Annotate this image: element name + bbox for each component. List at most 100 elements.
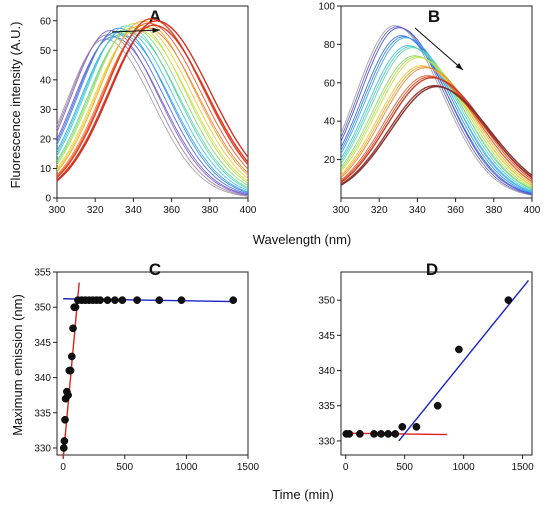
data-point <box>455 345 463 354</box>
spectrum-line <box>56 34 249 197</box>
x-tick-label: 300 <box>49 205 66 216</box>
data-point <box>412 422 421 431</box>
y-axis-label-fluorescence: Fluorescence intensity (A.U.) <box>8 22 23 189</box>
panel-letter: C <box>149 260 161 279</box>
y-tick-label: 60 <box>324 78 336 89</box>
y-tick-label: 20 <box>324 155 336 166</box>
spectrum-line <box>56 36 249 196</box>
panel-b: 300 320 340 360 380 400 20 40 60 80 100 B <box>318 2 540 217</box>
data-point <box>177 296 186 305</box>
y-tick-label: 340 <box>34 373 51 384</box>
y-tick-label: 350 <box>318 296 335 307</box>
panel-d: 0 500 1000 1500 330 335 340 345 350 D <box>318 260 534 473</box>
data-point <box>71 303 80 312</box>
spectrum-line <box>340 85 533 186</box>
y-tick-label: 40 <box>324 117 336 128</box>
spectrum-line <box>56 25 249 190</box>
spectrum-line <box>340 47 533 190</box>
spectrum-line <box>56 20 249 182</box>
data-point <box>133 296 141 305</box>
x-tick-label: 1500 <box>511 462 534 473</box>
trend-arrow-head <box>455 62 463 70</box>
data-point <box>504 296 513 305</box>
x-tick-label: 1000 <box>175 462 198 473</box>
data-point <box>66 366 75 375</box>
plot-frame <box>340 5 533 199</box>
x-tick-label: 320 <box>371 205 388 216</box>
spectrum-line <box>56 31 249 188</box>
spectrum-line <box>56 20 249 176</box>
y-tick-label: 355 <box>34 268 51 279</box>
spectrum-line <box>340 56 533 188</box>
spectrum-line <box>340 65 533 186</box>
spectrum-line <box>340 26 533 196</box>
data-point <box>391 430 400 438</box>
data-point <box>370 430 378 438</box>
trend-arrow <box>111 29 161 33</box>
spectrum-line <box>56 29 249 182</box>
y-tick-label: 40 <box>40 75 52 86</box>
spectrum-line <box>56 29 249 196</box>
x-tick-label: 1000 <box>452 462 475 473</box>
spectrum-line <box>56 18 249 179</box>
x-tick-label: 400 <box>240 205 257 216</box>
fit-line <box>398 280 530 442</box>
y-tick-label: 335 <box>34 408 51 419</box>
data-point <box>64 391 72 400</box>
data-point <box>103 296 112 305</box>
trend-arrow-head <box>152 27 160 34</box>
data-point <box>59 444 68 452</box>
spectrum-line <box>56 33 249 193</box>
data-point <box>433 401 442 410</box>
y-tick-label: 345 <box>318 331 335 342</box>
plot-frame <box>340 271 533 456</box>
panel-letter: B <box>428 7 440 26</box>
spectrum-line <box>340 85 533 185</box>
y-tick-label: 345 <box>34 338 51 349</box>
x-tick-label: 500 <box>116 462 133 473</box>
x-tick-label: 0 <box>60 462 66 473</box>
x-axis-label-wavelength: Wavelength (nm) <box>253 232 352 247</box>
spectrum-line <box>56 22 249 177</box>
spectrum-line <box>56 24 249 181</box>
data-point <box>356 430 364 438</box>
y-tick-label: 340 <box>318 366 335 377</box>
spectrum-line <box>340 76 533 183</box>
x-tick-label: 340 <box>409 205 426 216</box>
y-tick-label: 335 <box>318 401 335 412</box>
data-point <box>60 437 69 445</box>
spectrum-line <box>340 35 533 195</box>
x-tick-label: 380 <box>485 205 502 216</box>
plot-frame <box>56 5 249 199</box>
x-axis-label-time: Time (min) <box>272 487 334 502</box>
data-point <box>155 296 164 305</box>
y-tick-label: 50 <box>40 46 52 57</box>
data-point <box>67 352 76 361</box>
data-point <box>398 422 407 431</box>
y-tick-label: 10 <box>40 164 52 175</box>
panel-c: 0 500 1000 1500 330 335 340 345 350 355 C <box>34 260 259 473</box>
data-point <box>345 430 354 438</box>
spectrum-line <box>340 57 533 187</box>
data-point <box>96 296 104 305</box>
y-tick-label: 330 <box>318 436 335 447</box>
y-tick-label: 100 <box>318 2 335 13</box>
data-point <box>69 324 77 333</box>
data-point <box>377 430 385 438</box>
data-point <box>229 296 238 305</box>
x-tick-label: 500 <box>396 462 413 473</box>
y-tick-label: 330 <box>34 443 51 454</box>
spectrum-line <box>56 32 249 195</box>
x-tick-label: 0 <box>343 462 349 473</box>
x-tick-label: 340 <box>125 205 142 216</box>
x-tick-label: 300 <box>333 205 350 216</box>
x-tick-label: 400 <box>524 205 541 216</box>
spectrum-line <box>56 23 249 184</box>
spectrum-line <box>56 29 249 191</box>
y-tick-label: 60 <box>40 16 52 27</box>
spectrum-line <box>340 25 533 196</box>
y-tick-label: 0 <box>45 194 51 205</box>
x-tick-label: 1500 <box>237 462 260 473</box>
